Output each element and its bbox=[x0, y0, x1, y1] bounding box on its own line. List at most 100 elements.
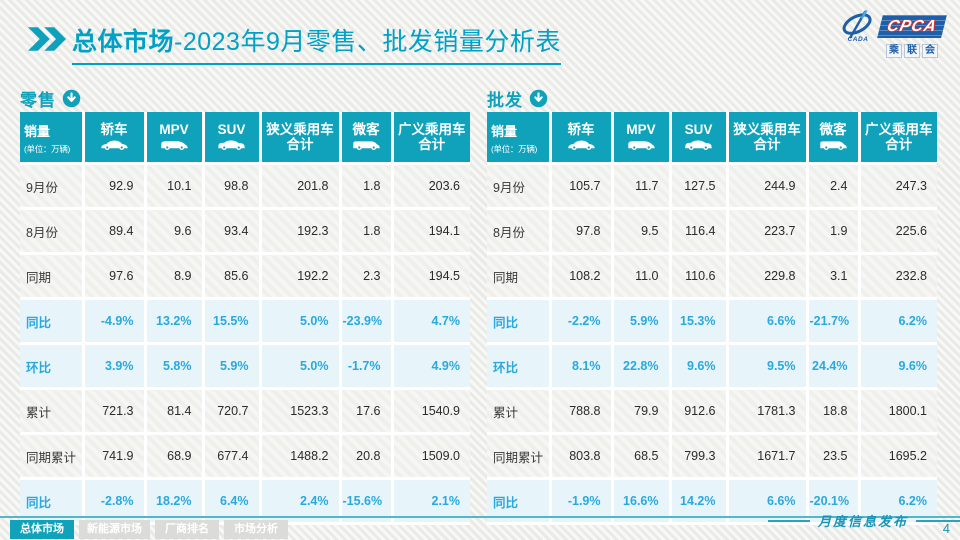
cell-value: 23.5 bbox=[807, 433, 861, 480]
table-row: 8月份 89.4 9.6 93.4 192.3 1.8 194.1 bbox=[20, 208, 470, 255]
cell-value: 20.8 bbox=[340, 433, 394, 480]
tab-oem-ranking[interactable]: 厂商排名 bbox=[155, 520, 219, 539]
cpca-wordmark: CPCA bbox=[877, 15, 947, 38]
cell-value: 4.7% bbox=[392, 298, 470, 345]
column-header: MPV bbox=[145, 112, 205, 165]
row-label: 同比 bbox=[487, 298, 552, 345]
cell-value: 24.4% bbox=[807, 343, 861, 390]
unit-title: 销量 bbox=[24, 123, 51, 139]
cell-value: -23.9% bbox=[340, 298, 394, 345]
row-label: 同期 bbox=[487, 253, 552, 300]
down-arrow-circle-icon bbox=[529, 89, 548, 108]
cell-value: 15.5% bbox=[203, 298, 262, 345]
row-label: 累计 bbox=[487, 388, 552, 435]
table-row: 同期累计 741.9 68.9 677.4 1488.2 20.8 1509.0 bbox=[20, 433, 470, 480]
cell-value: 229.8 bbox=[727, 253, 809, 300]
column-label: MPV bbox=[159, 121, 189, 137]
row-label: 8月份 bbox=[487, 208, 552, 255]
cell-value: 4.9% bbox=[392, 343, 470, 390]
cell-value: 6.6% bbox=[727, 298, 809, 345]
mpv-icon bbox=[160, 137, 189, 152]
sedan-icon bbox=[567, 137, 596, 152]
column-label: MPV bbox=[626, 121, 656, 137]
publication-text: 月度信息发布 bbox=[818, 515, 909, 530]
cell-value: 13.2% bbox=[145, 298, 205, 345]
column-header: MPV bbox=[612, 112, 672, 165]
cell-value: 244.9 bbox=[727, 163, 809, 210]
tab-nev-market[interactable]: 新能源市场 bbox=[79, 520, 150, 539]
header-row: 销量 (单位：万辆) 轿车 MPV SUV 狭义乘用车 合计 微客 广义乘用车 合计 bbox=[20, 112, 470, 165]
footer-tab-bar: 总体市场 新能源市场 厂商排名 市场分析 bbox=[10, 520, 288, 539]
cada-emblem-icon: CADA bbox=[838, 10, 878, 43]
column-label: 广义乘用车 bbox=[865, 121, 933, 137]
cell-value: 192.2 bbox=[260, 253, 342, 300]
header-row: 销量 (单位：万辆) 轿车 MPV SUV 狭义乘用车 合计 微客 广义乘用车 合计 bbox=[487, 112, 937, 165]
table-row: 同期 108.2 11.0 110.6 229.8 3.1 232.8 bbox=[487, 253, 937, 300]
cell-value: 8.9 bbox=[145, 253, 205, 300]
cell-value: 89.4 bbox=[83, 208, 147, 255]
page-title-rest: -2023年9月零售、批发销量分析表 bbox=[174, 28, 561, 56]
column-header: 狭义乘用车 合计 bbox=[727, 112, 809, 165]
column-header: 微客 bbox=[340, 112, 394, 165]
cell-value: 1.8 bbox=[340, 163, 394, 210]
column-label-line2: 合计 bbox=[418, 137, 446, 152]
tab-market-analysis[interactable]: 市场分析 bbox=[224, 520, 288, 539]
column-label: 微客 bbox=[819, 121, 847, 137]
row-label: 累计 bbox=[20, 388, 85, 435]
cell-value: 247.3 bbox=[859, 163, 937, 210]
cell-value: -21.7% bbox=[807, 298, 861, 345]
cell-value: 3.1 bbox=[807, 253, 861, 300]
cell-value: 97.6 bbox=[83, 253, 147, 300]
cell-value: 741.9 bbox=[83, 433, 147, 480]
cell-value: 9.6% bbox=[859, 343, 937, 390]
cell-value: 194.1 bbox=[392, 208, 470, 255]
retail-section-head: 零售 bbox=[20, 86, 470, 110]
cell-value: 1488.2 bbox=[260, 433, 342, 480]
wholesale-section-head: 批发 bbox=[487, 86, 937, 110]
cell-value: 68.9 bbox=[145, 433, 205, 480]
table-row: 同期 97.6 8.9 85.6 192.2 2.3 194.5 bbox=[20, 253, 470, 300]
cell-value: -1.7% bbox=[340, 343, 394, 390]
cell-value: 5.9% bbox=[203, 343, 262, 390]
cell-value: 9.5 bbox=[612, 208, 672, 255]
unit-subtitle: (单位：万辆) bbox=[24, 143, 71, 154]
cpca-logo: CADA CPCA 乘联会 bbox=[838, 10, 947, 58]
cell-value: 201.8 bbox=[260, 163, 342, 210]
cell-value: 92.9 bbox=[83, 163, 147, 210]
cell-value: -4.9% bbox=[83, 298, 147, 345]
logo-chinese-name: 乘联会 bbox=[885, 40, 939, 58]
cell-value: 5.9% bbox=[612, 298, 672, 345]
row-label: 同期 bbox=[20, 253, 85, 300]
cell-value: 232.8 bbox=[859, 253, 937, 300]
column-header: 轿车 bbox=[83, 112, 147, 165]
cell-value: 15.3% bbox=[670, 298, 729, 345]
unit-title: 销量 bbox=[491, 123, 518, 139]
cell-value: 108.2 bbox=[550, 253, 614, 300]
cell-value: 79.9 bbox=[612, 388, 672, 435]
wholesale-section-title: 批发 bbox=[487, 90, 523, 110]
cell-value: 98.8 bbox=[203, 163, 262, 210]
column-label: SUV bbox=[217, 121, 246, 137]
column-header: 狭义乘用车 合计 bbox=[260, 112, 342, 165]
column-header: 微客 bbox=[807, 112, 861, 165]
logo-cn-char: 联 bbox=[904, 44, 920, 58]
column-label: 轿车 bbox=[567, 121, 595, 137]
cell-value: 5.0% bbox=[260, 343, 342, 390]
cell-value: 97.8 bbox=[550, 208, 614, 255]
retail-table: 销量 (单位：万辆) 轿车 MPV SUV 狭义乘用车 合计 微客 广义乘用车 合计 9月份 92.9… bbox=[20, 112, 470, 525]
cell-value: 10.1 bbox=[145, 163, 205, 210]
cell-value: 11.7 bbox=[612, 163, 672, 210]
column-label: 轿车 bbox=[100, 121, 128, 137]
row-label: 环比 bbox=[20, 343, 85, 390]
cell-value: 203.6 bbox=[392, 163, 470, 210]
table-row: 9月份 92.9 10.1 98.8 201.8 1.8 203.6 bbox=[20, 163, 470, 210]
retail-section-title: 零售 bbox=[20, 90, 56, 110]
cell-value: 192.3 bbox=[260, 208, 342, 255]
cell-value: 3.9% bbox=[83, 343, 147, 390]
tab-overall-market[interactable]: 总体市场 bbox=[10, 520, 74, 539]
cell-value: 1.8 bbox=[340, 208, 394, 255]
cell-value: 912.6 bbox=[670, 388, 729, 435]
double-chevron-icon bbox=[28, 27, 66, 56]
cell-value: 9.5% bbox=[727, 343, 809, 390]
